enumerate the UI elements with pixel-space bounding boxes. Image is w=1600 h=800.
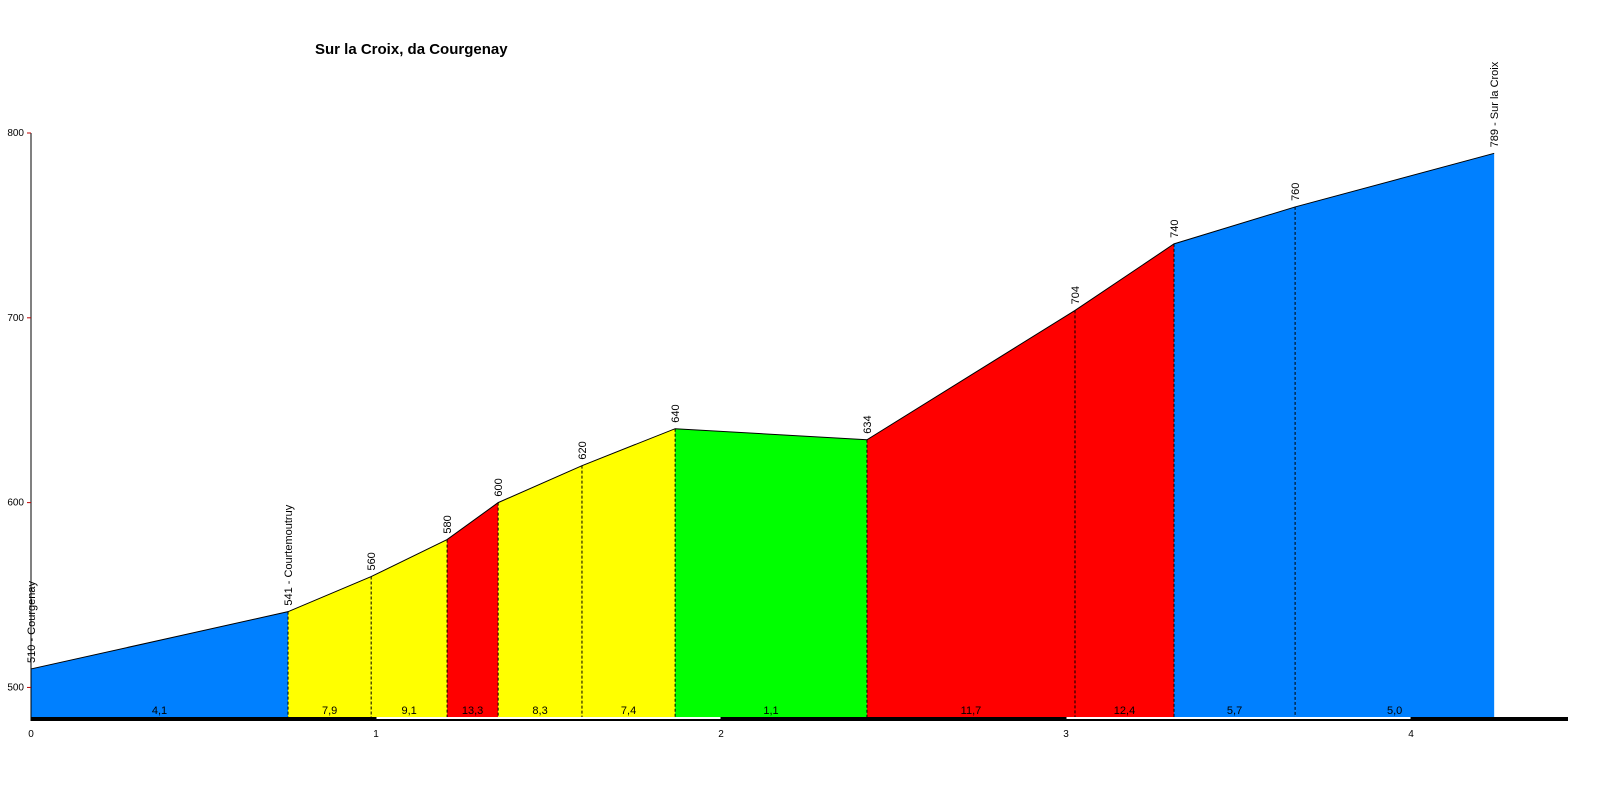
grade-label: 7,4	[621, 705, 636, 717]
point-label: 510 - Courgenay	[26, 581, 38, 663]
point-label: 704	[1070, 286, 1082, 304]
grade-label: 7,9	[322, 705, 337, 717]
chart-title: Sur la Croix, da Courgenay	[315, 41, 508, 58]
x-tick-label: 1	[373, 729, 379, 740]
grade-label: 8,3	[532, 705, 547, 717]
segment-fill	[1174, 206, 1296, 717]
scale-bar-white	[376, 717, 722, 719]
grade-label: 5,0	[1387, 705, 1402, 717]
grade-label: 5,7	[1227, 705, 1242, 717]
profile-line	[30, 152, 1495, 670]
x-tick-label: 0	[28, 729, 34, 740]
segment-fill	[1295, 153, 1495, 718]
segment-fill	[498, 465, 582, 717]
segment-fill	[288, 576, 372, 717]
point-label: 789 - Sur la Croix	[1489, 61, 1501, 147]
segment-fill	[866, 310, 1075, 717]
x-tick-label: 2	[718, 729, 724, 740]
point-label: 640	[670, 404, 682, 422]
segment-fill	[675, 428, 867, 717]
point-label: 634	[862, 415, 874, 433]
segment-fill	[371, 539, 448, 717]
point-label: 620	[577, 441, 589, 459]
point-label: 760	[1290, 183, 1302, 201]
scale-bar-white	[1066, 717, 1412, 719]
point-label: 580	[442, 515, 454, 533]
grade-label: 12,4	[1114, 705, 1135, 717]
segment-fill	[1074, 243, 1175, 717]
y-tick-label: 600	[7, 498, 24, 509]
y-tick-label: 500	[7, 682, 24, 693]
grade-label: 13,3	[462, 705, 483, 717]
scale-bar	[31, 717, 1568, 721]
grade-label: 9,1	[401, 705, 416, 717]
point-label: 560	[366, 552, 378, 570]
y-tick-label: 700	[7, 313, 24, 324]
y-tick-label: 800	[7, 128, 24, 139]
grade-label: 4,1	[152, 705, 167, 717]
x-tick-label: 4	[1408, 729, 1414, 740]
segment-fill	[447, 502, 499, 717]
segment-fill	[31, 611, 289, 717]
point-label: 541 - Courtemoutruy	[283, 504, 295, 605]
x-tick-label: 3	[1063, 729, 1069, 740]
point-label: 600	[493, 478, 505, 496]
grade-label: 11,7	[961, 705, 982, 717]
segment-fill	[581, 428, 676, 717]
point-label: 740	[1169, 220, 1181, 238]
grade-label: 1,1	[763, 705, 778, 717]
